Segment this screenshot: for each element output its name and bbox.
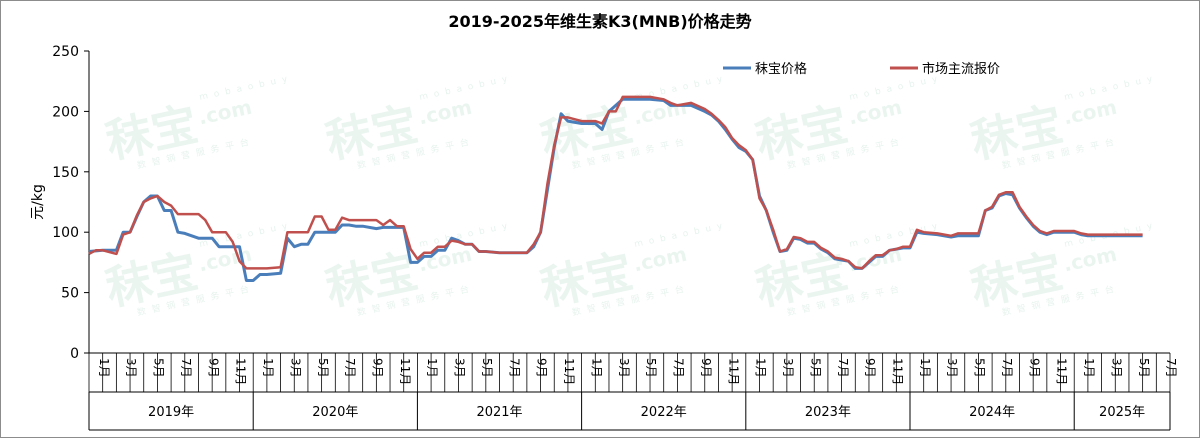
y-tick-label: 0 [70,346,79,362]
x-month-label: 1月 [754,358,768,378]
x-month-label: 7月 [672,358,686,378]
x-month-label: 3月 [1109,358,1123,378]
x-year-label: 2019年 [148,405,194,420]
x-month-label: 1月 [918,358,932,378]
x-month-label: 7月 [343,358,357,378]
x-month-label: 9月 [535,358,549,378]
legend-label: 市场主流报价 [922,61,1000,77]
x-month-label: 5月 [808,358,822,378]
legend-label: 秣宝价格 [755,61,807,77]
x-year-label: 2020年 [312,405,358,420]
x-year-label: 2023年 [805,405,851,420]
x-month-label: 11月 [398,358,412,385]
x-month-label: 11月 [562,358,576,385]
x-month-label: 11月 [234,358,248,385]
x-month-label: 3月 [124,358,138,378]
x-month-label: 7月 [836,358,850,378]
x-month-label: 11月 [1055,358,1069,385]
x-month-label: 3月 [453,358,467,378]
y-axis-title: 元/kg [30,184,46,220]
x-year-label: 2022年 [641,405,687,420]
y-tick-label: 100 [52,225,79,241]
x-month-label: 7月 [1164,358,1178,378]
y-tick-label: 150 [52,165,79,181]
x-year-label: 2025年 [1099,405,1145,420]
x-month-label: 11月 [890,358,904,385]
y-tick-label: 200 [52,104,79,120]
x-month-label: 11月 [726,358,740,385]
x-month-label: 1月 [589,358,603,378]
x-month-label: 7月 [1000,358,1014,378]
x-year-label: 2021年 [476,405,522,420]
x-month-label: 5月 [644,358,658,378]
x-month-label: 9月 [1027,358,1041,378]
x-month-label: 7月 [179,358,193,378]
x-month-label: 5月 [1137,358,1151,378]
x-month-label: 7月 [507,358,521,378]
x-month-label: 1月 [425,358,439,378]
x-month-label: 3月 [288,358,302,378]
x-month-label: 5月 [973,358,987,378]
x-month-label: 9月 [371,358,385,378]
x-month-label: 9月 [699,358,713,378]
y-tick-label: 50 [61,286,79,302]
x-month-label: 5月 [316,358,330,378]
y-tick-label: 250 [52,44,79,60]
x-month-label: 3月 [781,358,795,378]
x-month-label: 3月 [617,358,631,378]
series-line-2 [88,95,1143,270]
x-month-label: 9月 [206,358,220,378]
x-month-label: 1月 [97,358,111,378]
x-year-label: 2024年 [969,405,1015,420]
x-month-label: 3月 [945,358,959,378]
x-month-label: 9月 [863,358,877,378]
x-month-label: 1月 [1082,358,1096,378]
x-month-label: 5月 [152,358,166,378]
x-month-label: 1月 [261,358,275,378]
x-month-label: 5月 [480,358,494,378]
chart-title: 2019-2025年维生素K3(MNB)价格走势 [448,12,752,31]
